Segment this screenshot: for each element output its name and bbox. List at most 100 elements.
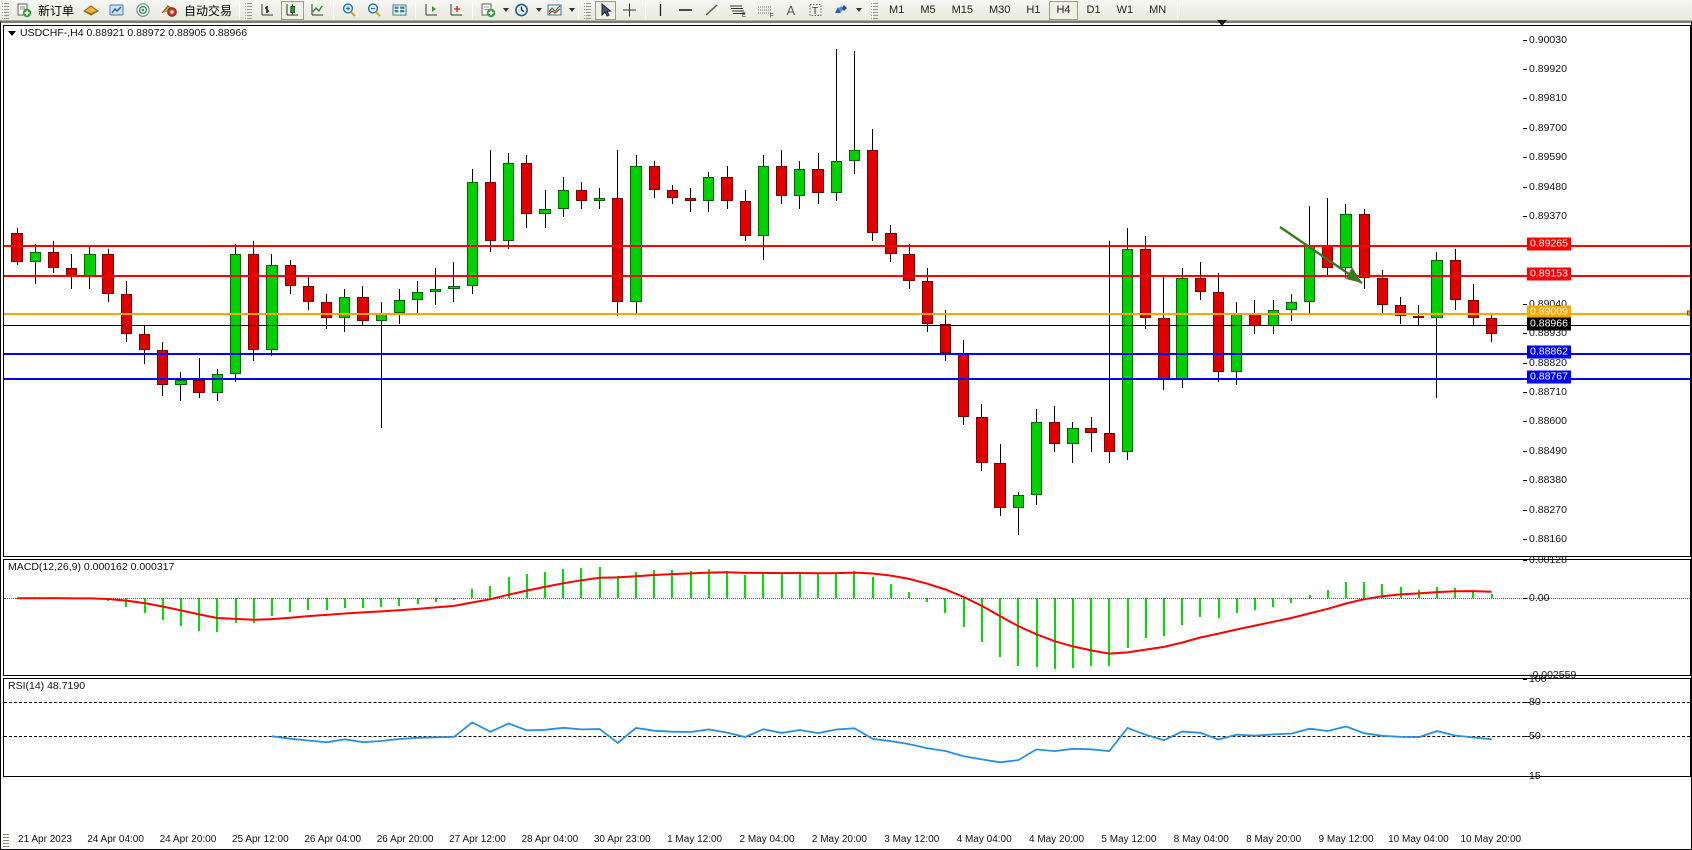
candlestick [630, 155, 642, 314]
candlestick [1449, 248, 1461, 311]
price-level-line-0.89265[interactable] [4, 244, 1690, 247]
price-level-label-0.89153[interactable]: 0.89153 [1527, 267, 1571, 281]
indicators-icon[interactable] [477, 1, 500, 20]
time-axis-label: 2 May 04:00 [739, 834, 795, 845]
price-axis-tick: 0.88160 [1529, 532, 1567, 545]
price-level-label-0.89009[interactable]: 0.89009 [1527, 305, 1571, 319]
candlestick [539, 190, 551, 228]
chart-shift-icon[interactable] [420, 1, 443, 20]
macd-histogram-bar [780, 573, 783, 599]
axis-tick-mark [1523, 392, 1527, 394]
macd-zero-line [4, 598, 1690, 600]
candle-body [1485, 318, 1498, 335]
candlestick [885, 224, 897, 263]
vertical-line-icon[interactable] [650, 1, 671, 20]
expert-advisor-icon[interactable] [79, 1, 103, 20]
rsi-axis-tick: 80 [1529, 695, 1541, 708]
timeframe-button-m5[interactable]: M5 [920, 4, 936, 16]
horizontal-line-icon[interactable] [673, 1, 698, 20]
candle-body [193, 379, 205, 394]
auto-scroll-icon[interactable] [445, 1, 468, 20]
timeframe-button-h1[interactable]: H1 [1026, 4, 1041, 16]
macd-histogram-bar [1199, 598, 1202, 618]
new-order-icon[interactable] [13, 1, 35, 20]
price-pane[interactable]: USDCHF-,H4 0.88921 0.88972 0.88905 0.889… [3, 25, 1691, 557]
timeframe-button-d1[interactable]: D1 [1086, 4, 1101, 16]
candle-body [939, 323, 952, 354]
zoom-in-icon[interactable] [338, 1, 361, 20]
candle-body [466, 182, 478, 287]
level-anchor-handle[interactable] [1687, 310, 1690, 316]
candlestick-chart-icon[interactable] [281, 0, 305, 20]
macd-histogram-bar [343, 598, 346, 608]
candlestick [175, 371, 187, 402]
macd-histogram-bar [1162, 598, 1165, 637]
trendline-icon[interactable] [700, 1, 723, 20]
price-axis-tick: 0.88380 [1529, 474, 1567, 487]
timeframe-button-h4[interactable]: H4 [1049, 0, 1078, 20]
text-label-icon[interactable]: T [804, 1, 827, 20]
macd-pane[interactable]: MACD(12,26,9) 0.000162 0.000317 [3, 559, 1691, 676]
shapes-icon[interactable] [829, 1, 853, 20]
fibonacci-icon[interactable]: E [725, 1, 751, 20]
timeframe-button-m15[interactable]: M15 [951, 4, 973, 16]
rsi-level-80 [4, 701, 1690, 703]
toolbar-grip-2[interactable] [245, 1, 253, 19]
price-level-line-0.89009[interactable] [4, 313, 1690, 316]
toolbar-grip-3[interactable] [584, 1, 592, 19]
macd-histogram-bar [1126, 598, 1129, 648]
time-axis-label: 27 Apr 12:00 [449, 834, 506, 845]
timeframe-button-m1[interactable]: M1 [889, 4, 905, 16]
channel-icon[interactable]: F [753, 1, 779, 20]
candlestick [1085, 417, 1097, 452]
price-level-label-0.88767[interactable]: 0.88767 [1527, 370, 1571, 384]
candlestick [120, 280, 132, 343]
line-chart-icon[interactable] [306, 1, 329, 20]
candle-body [630, 166, 642, 303]
price-level-label-0.89265[interactable]: 0.89265 [1527, 237, 1571, 251]
macd-histogram-bar [835, 572, 838, 599]
timeframe-button-m30[interactable]: M30 [989, 4, 1011, 16]
price-level-line-0.88966[interactable] [4, 324, 1690, 326]
axis-tick-mark [1523, 304, 1527, 306]
price-level-line-0.88862[interactable] [4, 352, 1690, 355]
timeframe-button-w1[interactable]: W1 [1116, 4, 1134, 16]
chevron-down-icon-2[interactable] [536, 8, 543, 12]
chevron-down-icon[interactable] [503, 8, 510, 12]
auto-trading-icon[interactable] [157, 1, 181, 20]
time-axis-label: 1 May 12:00 [667, 834, 723, 845]
metaeditor-icon[interactable] [105, 1, 129, 20]
price-level-label-0.88862[interactable]: 0.88862 [1527, 345, 1571, 359]
svg-text:T: T [812, 6, 818, 17]
time-axis-grip[interactable] [3, 832, 9, 847]
toolbar-grip[interactable] [2, 1, 9, 19]
macd-histogram-bar [179, 598, 182, 626]
macd-histogram-bar [707, 569, 710, 599]
price-level-label-0.88966[interactable]: 0.88966 [1527, 317, 1571, 331]
svg-text:E: E [742, 13, 746, 18]
text-icon[interactable]: A [781, 1, 802, 20]
data-window-icon[interactable] [388, 1, 411, 20]
chevron-down-icon-3[interactable] [569, 8, 576, 12]
price-level-line-0.89153[interactable] [4, 274, 1690, 277]
crosshair-icon[interactable] [618, 1, 641, 20]
signals-icon[interactable] [131, 1, 155, 20]
bar-chart-icon[interactable] [256, 1, 279, 20]
chevron-down-icon-4[interactable] [856, 8, 863, 12]
candle-wick [835, 48, 837, 201]
rsi-pane[interactable]: RSI(14) 48.7190 [3, 678, 1691, 777]
period-icon[interactable] [510, 1, 533, 20]
time-axis[interactable]: 21 Apr 2023 24 Apr 04:00 24 Apr 20:00 25 Ap… [3, 832, 1523, 849]
timeframe-button-mn[interactable]: MN [1149, 4, 1167, 16]
down-trend-arrow[interactable] [1274, 221, 1384, 301]
price-level-line-0.88767[interactable] [4, 377, 1690, 380]
cursor-icon[interactable] [595, 0, 617, 20]
svg-text:F: F [770, 14, 774, 19]
templates-icon[interactable] [543, 1, 566, 20]
symbol-dropdown-icon[interactable] [8, 30, 16, 36]
price-axis[interactable]: 0.90030 0.89920 0.89810 0.89700 0.89590 0.894… [1523, 23, 1691, 849]
zoom-out-icon[interactable] [363, 1, 386, 20]
chart-scroll-nub[interactable] [1217, 20, 1227, 26]
axis-tick-mark [1523, 69, 1527, 71]
toolbar-grip-4[interactable] [871, 1, 879, 19]
